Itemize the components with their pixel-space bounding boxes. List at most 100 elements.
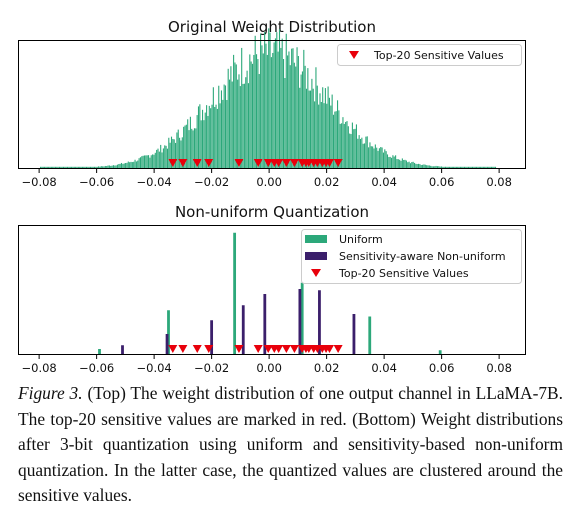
histogram-bar <box>69 166 71 168</box>
nonuniform-bar <box>352 314 356 354</box>
histogram-bar <box>403 159 405 168</box>
figure-caption: Figure 3. (Top) The weight distribution … <box>18 381 563 509</box>
histogram-bar <box>439 166 441 168</box>
histogram-bar <box>241 47 243 168</box>
histogram-bar <box>453 166 455 168</box>
histogram-bar <box>463 166 465 168</box>
histogram-bar <box>40 166 42 168</box>
histogram-bar <box>150 155 152 168</box>
histogram-bar <box>335 111 337 168</box>
legend-uniform-label: Uniform <box>339 233 383 246</box>
histogram-bar <box>188 130 190 168</box>
histogram-bar <box>220 90 222 168</box>
top-x-axis: −0.08 −0.06 −0.04 −0.02 0.00 0.02 0.04 0.06 0.08 <box>22 169 512 189</box>
histogram-bar <box>312 88 314 168</box>
histogram-bar <box>183 126 185 168</box>
histogram-bar <box>423 164 425 168</box>
histogram-bar <box>469 166 471 168</box>
bottom-x-axis: −0.08 −0.06 −0.04 −0.02 0.00 0.02 0.04 0.06 0.08 <box>22 355 512 375</box>
histogram-bar <box>100 166 102 168</box>
histogram-bar <box>386 154 389 168</box>
histogram-bar <box>431 166 433 168</box>
histogram-bar <box>191 128 193 168</box>
histogram-bar <box>98 166 100 168</box>
histogram-bar <box>396 159 398 168</box>
histogram-bar <box>247 83 249 168</box>
histogram-bar <box>459 166 461 168</box>
histogram-bar <box>146 155 148 168</box>
histogram-bar <box>161 152 163 168</box>
top-sensitive-markers <box>168 159 343 167</box>
histogram-bar <box>131 162 133 168</box>
histogram-bar <box>364 143 366 168</box>
histogram-bar <box>305 88 308 168</box>
histogram-bar <box>303 49 305 168</box>
sensitive-value-marker <box>234 159 244 167</box>
histogram-bar <box>407 162 409 168</box>
histogram-bar <box>256 54 258 168</box>
histogram-bar <box>200 120 202 168</box>
histogram-bar <box>112 165 114 168</box>
histogram-bar <box>293 62 295 168</box>
histogram-bar <box>401 158 403 168</box>
histogram-bar <box>377 150 379 168</box>
histogram-bar <box>315 67 317 168</box>
sensitive-value-marker <box>281 345 291 353</box>
histogram-bar <box>373 148 375 168</box>
uniform-bar <box>98 349 101 354</box>
histogram-bar <box>184 125 186 168</box>
histogram-bar <box>227 68 229 168</box>
histogram-bar <box>415 163 417 168</box>
histogram-bar <box>185 124 187 168</box>
histogram-bar <box>164 145 166 168</box>
histogram-bar <box>454 166 456 168</box>
histogram-bar <box>416 164 418 168</box>
x-tick-label: 0.06 <box>429 175 455 189</box>
histogram-bar <box>148 155 150 168</box>
histogram-bar <box>339 123 341 168</box>
sensitive-value-marker <box>289 159 299 167</box>
histogram-bar <box>246 70 248 168</box>
histogram-bar <box>75 166 77 168</box>
x-tick-label: −0.04 <box>137 175 172 189</box>
histogram-bar <box>152 154 154 168</box>
histogram-bar <box>106 166 108 168</box>
histogram-bar <box>274 38 276 169</box>
histogram-bar <box>215 104 217 168</box>
histogram-bar <box>135 161 137 168</box>
histogram-bar <box>123 163 125 168</box>
histogram-bar <box>276 32 278 168</box>
uniform-bar <box>368 316 372 354</box>
histogram-bar <box>187 119 189 168</box>
x-tick-label: −0.02 <box>194 361 229 375</box>
histogram-bar <box>307 68 309 168</box>
histogram-bar <box>265 43 267 168</box>
histogram-bar <box>52 166 54 168</box>
histogram-bar <box>381 147 383 168</box>
histogram-bar <box>264 32 266 168</box>
uniform-bar <box>233 232 237 354</box>
histogram-bar <box>449 166 451 168</box>
histogram-bar <box>289 65 291 168</box>
histogram-bar <box>56 166 58 168</box>
histogram-bar <box>116 164 119 168</box>
histogram-bar <box>230 66 232 168</box>
sensitive-value-marker <box>325 345 334 353</box>
top-chart: Original Weight Distribution −0.08 −0.06−… <box>18 18 526 189</box>
histogram-bar <box>96 166 98 168</box>
histogram-bar <box>179 137 181 168</box>
histogram-bar <box>176 132 178 168</box>
histogram-bar <box>467 166 470 168</box>
histogram-bar <box>374 144 376 168</box>
x-tick-label: 0.04 <box>371 361 397 375</box>
histogram-bar <box>92 166 94 168</box>
histogram-bar <box>231 81 233 168</box>
histogram-bar <box>359 139 362 168</box>
histogram-bar <box>297 56 299 169</box>
histogram-bar <box>478 166 480 168</box>
histogram-bar <box>372 146 374 168</box>
histogram-bar <box>157 148 159 168</box>
sensitive-value-marker <box>192 345 202 353</box>
histogram-bar <box>154 152 156 168</box>
histogram-bar <box>399 159 401 168</box>
